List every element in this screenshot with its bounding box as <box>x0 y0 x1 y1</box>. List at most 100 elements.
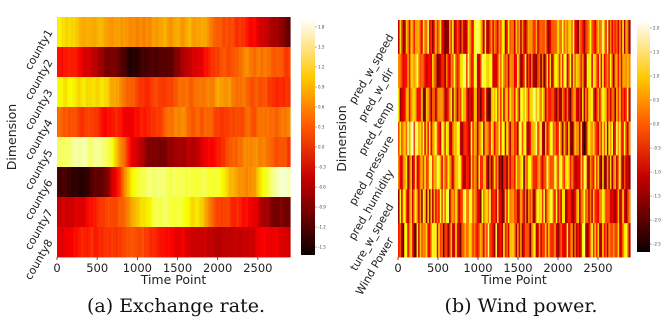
heatmap-cell <box>204 137 207 168</box>
heatmap-cell <box>459 87 463 122</box>
heatmap-cell <box>592 121 596 156</box>
heatmap-cell <box>620 223 623 258</box>
heatmap-cell <box>574 87 577 122</box>
heatmap-cell <box>529 155 532 190</box>
heatmap-cell <box>544 189 548 224</box>
heatmap-cell <box>622 223 625 258</box>
heatmap-cell <box>622 121 625 156</box>
heatmap-cell <box>461 155 464 190</box>
heatmap-cell <box>271 227 274 258</box>
heatmap-cell <box>561 87 565 122</box>
heatmap-cell <box>134 77 137 108</box>
heatmap-cell <box>531 121 534 156</box>
heatmap-cell <box>617 53 620 89</box>
heatmap-cell <box>92 107 95 138</box>
heatmap-cell <box>441 155 444 190</box>
heatmap-cell <box>234 167 237 198</box>
heatmap-cell <box>151 17 154 48</box>
heatmap-cell <box>439 121 442 156</box>
heatmap-cell <box>206 47 209 78</box>
heatmap-cell <box>212 197 215 228</box>
heatmap-cell <box>551 189 554 224</box>
heatmap-cell <box>61 17 64 48</box>
heatmap-cell <box>575 20 579 55</box>
heatmap-cell <box>111 137 114 168</box>
heatmap-cell <box>187 17 190 48</box>
heatmap-cell <box>213 197 217 228</box>
heatmap-cell <box>620 20 623 55</box>
heatmap-cell <box>462 223 466 258</box>
heatmap-cell <box>515 223 518 258</box>
heatmap-cell <box>128 107 131 138</box>
heatmap-cell <box>102 77 105 108</box>
heatmap-cell <box>459 121 463 156</box>
heatmap-cell <box>415 155 418 190</box>
heatmap-cell <box>153 227 156 258</box>
heatmap-cell <box>131 197 134 228</box>
heatmap-cell <box>469 155 472 190</box>
heatmap-cell <box>438 121 441 156</box>
heatmap-cell <box>447 87 450 122</box>
heatmap-cell <box>591 87 594 122</box>
heatmap-cell <box>136 47 139 78</box>
heatmap-cell <box>255 107 258 138</box>
heatmap-cell <box>425 53 428 89</box>
heatmap-cell <box>237 47 240 78</box>
heatmap-cell <box>439 87 442 122</box>
heatmap-cell <box>432 189 435 224</box>
heatmap-cell <box>151 227 154 258</box>
heatmap-cell <box>251 17 254 48</box>
heatmap-cell <box>130 227 133 258</box>
heatmap-cell <box>209 227 212 258</box>
heatmap-cell <box>490 189 493 224</box>
heatmap-cell <box>398 121 401 156</box>
heatmap-cell <box>161 107 164 138</box>
heatmap-cell <box>600 121 603 156</box>
heatmap-cell <box>479 20 483 55</box>
heatmap-cell <box>459 20 463 55</box>
heatmap-cell <box>223 137 226 168</box>
heatmap-cell <box>286 47 290 78</box>
heatmap-cell <box>63 137 66 168</box>
heatmap-cell <box>209 17 212 48</box>
heatmap-cell <box>77 137 80 168</box>
heatmap-cell <box>473 223 476 258</box>
heatmap-cell <box>249 137 252 168</box>
heatmap-cell <box>486 87 489 122</box>
heatmap-cell <box>145 167 148 198</box>
heatmap-cell <box>439 223 442 258</box>
heatmap-cell <box>178 77 181 108</box>
heatmap-cell <box>237 77 240 108</box>
heatmap-cell <box>282 137 285 168</box>
heatmap-cell <box>515 53 518 89</box>
heatmap-cell <box>419 223 422 258</box>
heatmap-cell <box>428 87 432 122</box>
heatmap-cell <box>524 223 527 258</box>
heatmap-row-county1 <box>57 17 291 48</box>
heatmap-cell <box>229 77 232 108</box>
heatmap-cell <box>240 47 243 78</box>
heatmap-cell <box>154 107 158 138</box>
heatmap-cell <box>78 47 81 78</box>
heatmap-cell <box>483 223 486 258</box>
heatmap-cell <box>134 47 137 78</box>
heatmap-cell <box>483 121 486 156</box>
heatmap-cell <box>541 20 544 55</box>
heatmap-cell <box>592 53 596 89</box>
heatmap-cell <box>432 53 435 89</box>
heatmap-cell <box>531 20 534 55</box>
heatmap-cell <box>589 20 592 55</box>
heatmap-cell <box>558 189 561 224</box>
heatmap-cell <box>617 87 620 122</box>
heatmap-cell <box>119 197 122 228</box>
x-tick-label: 2000 <box>543 261 572 275</box>
heatmap-cell <box>427 223 430 258</box>
heatmap-cell <box>626 223 630 258</box>
heatmap-cell <box>150 17 153 48</box>
heatmap-cell <box>254 137 257 168</box>
heatmap-cell <box>578 155 582 190</box>
heatmap-cell <box>237 167 240 198</box>
heatmap-cell <box>140 197 144 228</box>
heatmap-cell <box>116 137 119 168</box>
heatmap-cell <box>98 167 102 198</box>
